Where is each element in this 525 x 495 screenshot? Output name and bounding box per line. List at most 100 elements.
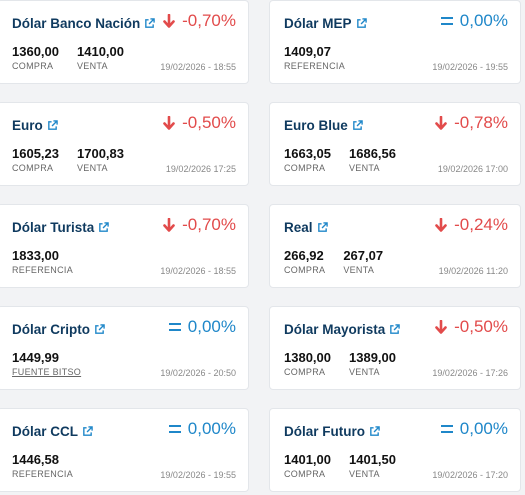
card-title[interactable]: Dólar Futuro: [284, 424, 365, 439]
compra-value: 1360,00: [12, 44, 59, 59]
card-title[interactable]: Dólar Mayorista: [284, 322, 386, 337]
card-title[interactable]: Dólar Turista: [12, 220, 95, 235]
referencia-value: 1409,07: [284, 44, 331, 59]
card-title-link[interactable]: Euro Blue: [284, 118, 363, 133]
equals-icon: [168, 322, 181, 332]
change-value: -0,70%: [182, 11, 236, 30]
external-link-icon[interactable]: [389, 324, 401, 335]
change-indicator: -0,70%: [163, 215, 236, 235]
external-link-icon[interactable]: [356, 18, 367, 29]
external-link-icon[interactable]: [98, 222, 110, 233]
card-dolar-banco-nacion: Dólar Banco Nación -0,70% 1360,00 COMPRA …: [0, 0, 249, 84]
compra-label: COMPRA: [12, 163, 54, 173]
card-title[interactable]: Real: [284, 220, 313, 235]
card-euro: Euro -0,50% 1605,23 COMPRA 1700,83 VENTA 1…: [0, 102, 249, 186]
card-title-link[interactable]: Euro: [12, 118, 58, 133]
change-value: 0,00%: [459, 11, 508, 30]
compra-label: COMPRA: [284, 265, 326, 275]
equals-icon: [440, 424, 453, 434]
timestamp: 19/02/2026 17:00: [437, 164, 508, 174]
referencia-label: REFERENCIA: [284, 61, 346, 71]
external-link-icon[interactable]: [94, 324, 105, 335]
compra-value: 1663,05: [284, 146, 331, 161]
change-indicator: 0,00%: [440, 11, 508, 31]
change-indicator: -0,70%: [163, 11, 236, 31]
change-indicator: 0,00%: [168, 317, 236, 337]
external-link-icon[interactable]: [82, 426, 93, 437]
card-title[interactable]: Dólar CCL: [12, 424, 79, 439]
venta-label: VENTA: [77, 163, 108, 173]
venta-label: VENTA: [77, 61, 108, 71]
external-link-icon[interactable]: [352, 120, 363, 131]
card-title[interactable]: Euro Blue: [284, 118, 348, 133]
compra-label: COMPRA: [12, 61, 54, 71]
change-value: -0,24%: [454, 215, 508, 234]
timestamp: 19/02/2026 - 18:55: [160, 62, 236, 72]
card-real: Real -0,24% 266,92 COMPRA 267,07 VENTA 19/…: [269, 204, 521, 288]
card-title-link[interactable]: Dólar Futuro: [284, 424, 380, 439]
venta-value: 1700,83: [77, 146, 124, 161]
card-title[interactable]: Dólar Banco Nación: [12, 16, 141, 31]
timestamp: 19/02/2026 - 17:26: [432, 368, 508, 378]
compra-value: 1401,00: [284, 452, 331, 467]
external-link-icon[interactable]: [369, 426, 380, 437]
referencia-label: REFERENCIA: [12, 469, 74, 479]
change-value: 0,00%: [187, 317, 236, 336]
change-indicator: -0,50%: [163, 113, 236, 133]
venta-value: 1401,50: [349, 452, 396, 467]
card-title-link[interactable]: Dólar Banco Nación: [12, 16, 156, 31]
change-value: 0,00%: [187, 419, 236, 438]
change-indicator: -0,78%: [435, 113, 508, 133]
card-title[interactable]: Dólar Cripto: [12, 322, 91, 337]
card-title-link[interactable]: Dólar CCL: [12, 424, 93, 439]
venta-label: VENTA: [349, 163, 380, 173]
card-title-link[interactable]: Real: [284, 220, 328, 235]
card-title-link[interactable]: Dólar MEP: [284, 16, 367, 31]
equals-icon: [168, 424, 181, 434]
timestamp: 19/02/2026 - 18:55: [160, 266, 236, 276]
equals-icon: [440, 16, 453, 26]
compra-label: COMPRA: [284, 367, 326, 377]
venta-value: 1389,00: [349, 350, 396, 365]
referencia-value: 1446,58: [12, 452, 59, 467]
compra-label: COMPRA: [284, 163, 326, 173]
change-value: -0,50%: [454, 317, 508, 336]
change-indicator: 0,00%: [168, 419, 236, 439]
timestamp: 19/02/2026 - 17:20: [432, 470, 508, 480]
compra-label: COMPRA: [284, 469, 326, 479]
change-value: -0,78%: [454, 113, 508, 132]
timestamp: 19/02/2026 - 20:50: [160, 368, 236, 378]
referencia-value: 1449,99: [12, 350, 59, 365]
external-link-icon[interactable]: [144, 18, 156, 29]
change-value: -0,70%: [182, 215, 236, 234]
venta-value: 1686,56: [349, 146, 396, 161]
card-dolar-mep: Dólar MEP 0,00% 1409,07 REFERENCIA 19/02/…: [269, 0, 521, 84]
card-dolar-cripto: Dólar Cripto 0,00% 1449,99 FUENTE BITSO 1…: [0, 306, 249, 390]
timestamp: 19/02/2026 - 19:55: [432, 62, 508, 72]
card-dolar-futuro: Dólar Futuro 0,00% 1401,00 COMPRA 1401,50…: [269, 408, 521, 492]
venta-value: 1410,00: [77, 44, 124, 59]
compra-value: 1605,23: [12, 146, 59, 161]
external-link-icon[interactable]: [47, 120, 58, 131]
card-title-link[interactable]: Dólar Cripto: [12, 322, 105, 337]
referencia-label: REFERENCIA: [12, 265, 74, 275]
arrow-down-icon: [435, 115, 447, 130]
venta-label: VENTA: [349, 469, 380, 479]
card-dolar-ccl: Dólar CCL 0,00% 1446,58 REFERENCIA 19/02/…: [0, 408, 249, 492]
timestamp: 19/02/2026 11:20: [438, 266, 508, 276]
change-indicator: -0,50%: [435, 317, 508, 337]
arrow-down-icon: [163, 217, 175, 232]
arrow-down-icon: [435, 217, 447, 232]
external-link-icon[interactable]: [317, 222, 328, 233]
card-title-link[interactable]: Dólar Mayorista: [284, 322, 401, 337]
change-indicator: -0,24%: [435, 215, 508, 235]
card-title[interactable]: Euro: [12, 118, 43, 133]
arrow-down-icon: [163, 13, 175, 28]
timestamp: 19/02/2026 - 19:55: [160, 470, 236, 480]
compra-value: 1380,00: [284, 350, 331, 365]
card-title[interactable]: Dólar MEP: [284, 16, 352, 31]
card-dolar-turista: Dólar Turista -0,70% 1833,00 REFERENCIA 1…: [0, 204, 249, 288]
fuente-bitso-link[interactable]: FUENTE BITSO: [12, 367, 82, 377]
card-title-link[interactable]: Dólar Turista: [12, 220, 110, 235]
change-value: 0,00%: [459, 419, 508, 438]
